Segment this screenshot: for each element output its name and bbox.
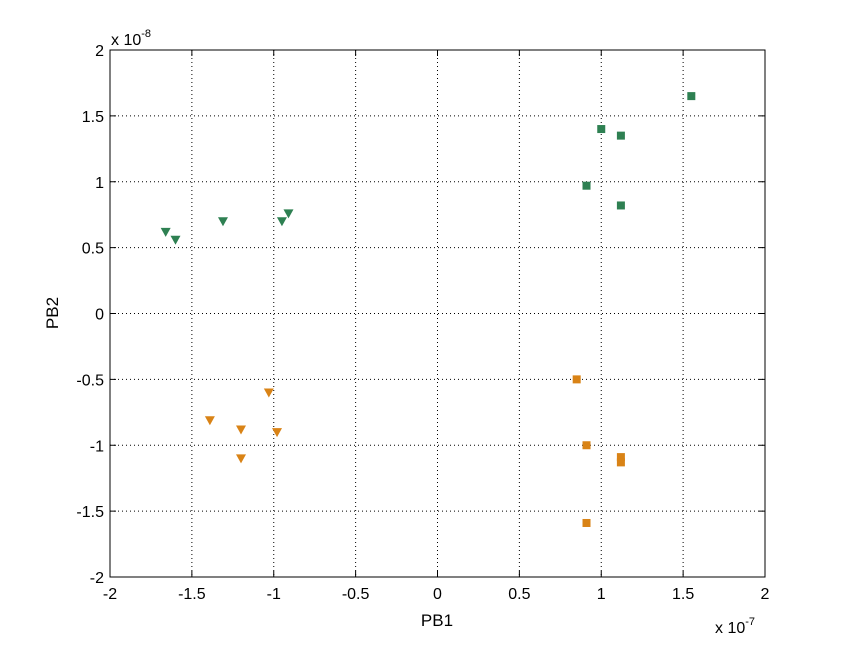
y-tick-label: -1.5 [76,504,104,521]
triangle-marker [204,416,215,426]
square-marker [687,92,696,101]
y-tick-label: -2 [90,570,104,587]
y-tick-label: 0.5 [82,241,104,258]
y-tick-label: 2 [95,43,104,60]
y-tick-label: 1 [95,175,104,192]
data-points [160,92,696,527]
x-tick-label: -0.5 [342,586,370,603]
square-marker [582,181,591,190]
x-tick-label: 1 [597,586,606,603]
triangle-marker [283,209,294,219]
y-scale-base: x 10 [111,32,141,49]
ticks [109,49,766,578]
x-tick-label: 2 [761,586,770,603]
y-tick-label: -1 [90,438,104,455]
square-marker [597,125,606,134]
y-scale-exponent: -8 [141,28,151,40]
square-marker [582,441,591,450]
x-tick-label: -1.5 [178,586,206,603]
y-tick-labels: -2 -1.5 -1 -0.5 0 0.5 1 1.5 2 [76,43,104,587]
square-marker [616,453,625,462]
triangle-marker [236,425,246,435]
triangle-marker [272,428,283,438]
x-tick-label: 0.5 [508,586,530,603]
square-marker [616,458,625,467]
triangle-marker [276,217,287,227]
triangle-marker [236,454,246,464]
triangle-marker [217,217,228,227]
square-marker [616,201,625,210]
y-tick-label: 1.5 [82,109,104,126]
x-tick-label: -2 [103,586,117,603]
x-tick-label: -1 [267,586,281,603]
y-scale-multiplier: x 10-8 [111,28,151,49]
triangle-marker [160,227,171,237]
triangle-marker [170,235,181,245]
x-tick-label: 1.5 [672,586,694,603]
square-marker [582,518,591,527]
square-marker [572,375,581,384]
y-axis-label: PB2 [43,297,62,329]
y-tick-label: 0 [95,307,104,324]
triangle-marker [263,388,274,398]
x-axis-label: PB1 [421,611,453,630]
x-scale-exponent: -7 [745,616,755,628]
y-tick-label: -0.5 [76,372,104,389]
x-scale-multiplier: x 10-7 [715,616,755,637]
square-marker [616,131,625,140]
x-tick-labels: -2 -1.5 -1 -0.5 0 0.5 1 1.5 2 [103,586,770,603]
x-scale-base: x 10 [715,620,745,637]
x-tick-label: 0 [433,586,442,603]
